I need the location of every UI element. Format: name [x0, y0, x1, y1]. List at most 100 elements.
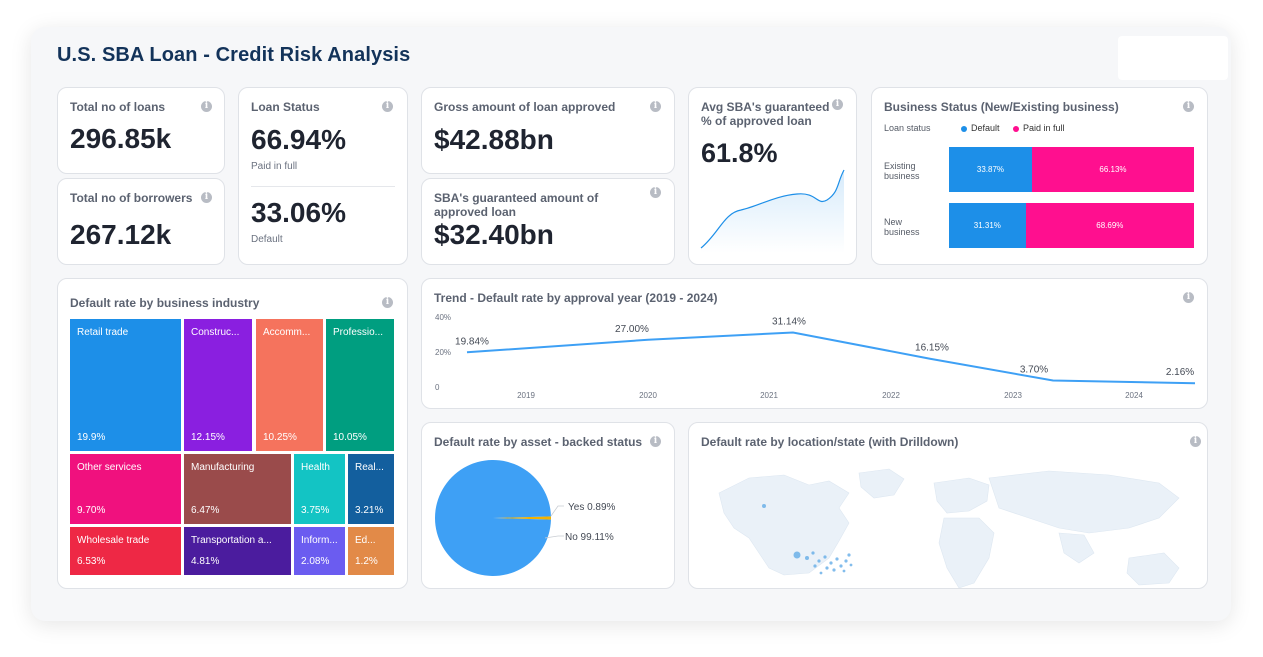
card-title: Business Status (New/Existing business) [884, 100, 1119, 114]
legend-paid[interactable]: Paid in full [1013, 123, 1065, 133]
pie-label-yes: Yes 0.89% [568, 502, 616, 513]
map-bubble [805, 556, 809, 560]
sparkline-line [700, 169, 845, 249]
card-title: Default rate by location/state (with Dri… [701, 435, 959, 449]
map-bubble [835, 557, 839, 561]
kpi-value: 296.85k [70, 123, 172, 154]
treemap-tile[interactable]: Professio... 10.05% [326, 319, 394, 451]
tile-value: 10.05% [333, 432, 367, 443]
industry-card[interactable]: Default rate by business industry i Reta… [57, 278, 408, 589]
map-bubble [793, 551, 801, 559]
tile-label: Inform... [301, 535, 338, 546]
bar-segment-default[interactable]: 33.87% [949, 147, 1032, 192]
info-icon[interactable]: i [832, 99, 843, 110]
kpi-label: SBA's guaranteed amount of approved loan [434, 191, 599, 219]
treemap-tile[interactable]: Accomm... 10.25% [256, 319, 323, 451]
tile-label: Accomm... [263, 327, 311, 338]
treemap-tile[interactable]: Other services 9.70% [70, 454, 181, 524]
info-icon[interactable]: i [650, 436, 661, 447]
north-america-shape [718, 474, 850, 576]
data-label: 27.00% [615, 324, 649, 335]
info-icon[interactable]: i [382, 297, 393, 308]
map-bubble [842, 569, 846, 573]
tile-label: Manufacturing [191, 462, 255, 473]
map-bubble [811, 551, 815, 555]
y-tick-label: 40% [435, 313, 451, 322]
tile-value: 4.81% [191, 556, 220, 567]
kpi-label: Avg SBA's guaranteed % of approved loan [701, 100, 830, 128]
treemap-tile[interactable]: Manufacturing 6.47% [184, 454, 291, 524]
map-bubble [813, 564, 817, 568]
info-icon[interactable]: i [201, 101, 212, 112]
pie-slice-yes[interactable] [493, 516, 551, 520]
paid-label: Paid in full [251, 161, 298, 172]
info-icon[interactable]: i [382, 101, 393, 112]
card-title: Default rate by business industry [70, 296, 260, 310]
pie-leader-line [544, 535, 564, 539]
tile-label: Professio... [333, 327, 384, 338]
world-map[interactable] [689, 423, 1207, 588]
trend-line-chart: 40% 20% 0 2019 2020 2021 2022 2023 2024 19.84% 27.… [435, 313, 1196, 400]
treemap-tile[interactable]: Inform... 2.08% [294, 527, 345, 575]
treemap-tile[interactable]: Construc... 12.15% [184, 319, 252, 451]
map-card[interactable]: Default rate by location/state (with Dri… [688, 422, 1208, 589]
map-bubble [817, 559, 821, 563]
default-value: 33.06% [251, 197, 346, 228]
info-icon[interactable]: i [1190, 436, 1201, 447]
south-asia-shape [1058, 532, 1095, 564]
x-tick-label: 2019 [517, 391, 535, 400]
kpi-sba-amount[interactable]: SBA's guaranteed amount of approved loan… [421, 178, 675, 265]
tile-label: Wholesale trade [77, 535, 150, 546]
tile-label: Transportation a... [191, 535, 272, 546]
row-label-existing: Existing business [884, 161, 920, 181]
kpi-avg-sba[interactable]: Avg SBA's guaranteed % of approved loan … [688, 87, 857, 265]
map-bubble [844, 559, 848, 563]
tile-value: 1.2% [355, 556, 378, 567]
info-icon[interactable]: i [1183, 292, 1194, 303]
kpi-gross-amount[interactable]: Gross amount of loan approved i $42.88bn [421, 87, 675, 174]
kpi-label: Total no of loans [70, 100, 166, 114]
kpi-loan-status[interactable]: Loan Status i 66.94% Paid in full 33.06%… [238, 87, 408, 265]
map-bubble [762, 504, 766, 508]
default-label: Default [251, 234, 283, 245]
info-icon[interactable]: i [650, 187, 661, 198]
legend-default[interactable]: Default [961, 123, 1000, 133]
treemap-tile[interactable]: Transportation a... 4.81% [184, 527, 291, 575]
pie-label-no: No 99.11% [565, 532, 614, 543]
data-label: 16.15% [915, 343, 949, 354]
greenland-shape [858, 468, 905, 499]
business-status-card[interactable]: Business Status (New/Existing business) … [871, 87, 1208, 265]
treemap-tile[interactable]: Retail trade 19.9% [70, 319, 181, 451]
page-title: U.S. SBA Loan - Credit Risk Analysis [57, 44, 411, 66]
treemap-tile[interactable]: Ed... 1.2% [348, 527, 394, 575]
treemap-tile[interactable]: Real... 3.21% [348, 454, 394, 524]
info-icon[interactable]: i [650, 101, 661, 112]
bar-segment-default[interactable]: 31.31% [949, 203, 1026, 248]
divider [251, 186, 395, 187]
x-tick-label: 2023 [1004, 391, 1022, 400]
kpi-value: 61.8% [701, 138, 778, 168]
y-tick-label: 20% [435, 348, 451, 357]
kpi-label: Gross amount of loan approved [434, 100, 616, 114]
asset-card[interactable]: Default rate by asset - backed status i … [421, 422, 675, 589]
kpi-total-loans[interactable]: Total no of loans i 296.85k [57, 87, 225, 174]
tile-label: Ed... [355, 535, 376, 546]
treemap-tile[interactable]: Health 3.75% [294, 454, 345, 524]
asset-pie-chart: Yes 0.89% No 99.11% [435, 460, 616, 576]
trend-card[interactable]: Trend - Default rate by approval year (2… [421, 278, 1208, 409]
treemap-tile[interactable]: Wholesale trade 6.53% [70, 527, 181, 575]
kpi-total-borrowers[interactable]: Total no of borrowers i 267.12k [57, 178, 225, 265]
kpi-label: Total no of borrowers [70, 191, 193, 205]
tile-label: Real... [355, 462, 384, 473]
tile-value: 12.15% [191, 432, 225, 443]
pie-slice-no[interactable] [435, 460, 551, 576]
info-icon[interactable]: i [1183, 101, 1194, 112]
paid-value: 66.94% [251, 124, 346, 155]
data-label: 3.70% [1020, 365, 1048, 376]
data-label: 19.84% [455, 336, 489, 347]
info-icon[interactable]: i [201, 192, 212, 203]
tile-value: 9.70% [77, 505, 106, 516]
bar-segment-paid[interactable]: 68.69% [1025, 203, 1194, 248]
y-tick-label: 0 [435, 383, 440, 392]
bar-segment-paid[interactable]: 66.13% [1031, 147, 1194, 192]
